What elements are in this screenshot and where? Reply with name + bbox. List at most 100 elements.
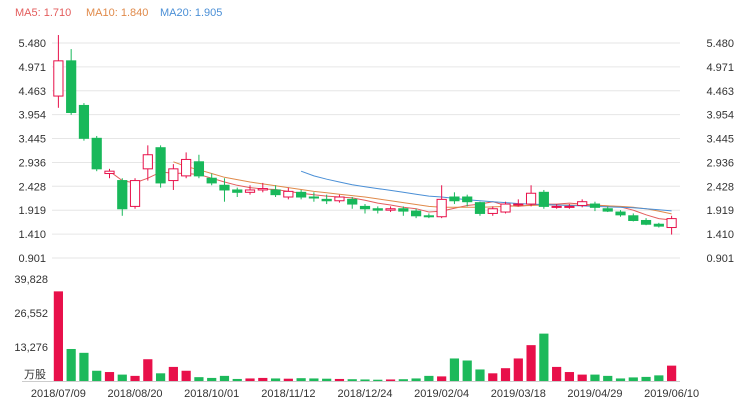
candle-body-up xyxy=(487,208,498,214)
price-tick-left: 2.428 xyxy=(18,181,46,193)
x-tick-label: 2018/08/20 xyxy=(108,388,163,400)
volume-bar xyxy=(219,375,230,381)
x-tick-label: 2018/07/09 xyxy=(31,388,86,400)
candle-body-down xyxy=(538,191,549,207)
volume-tick: 13,276 xyxy=(14,342,48,354)
volume-bar xyxy=(347,379,357,381)
volume-bar xyxy=(117,374,127,381)
ma20-line xyxy=(300,170,672,212)
volume-bar xyxy=(309,378,319,381)
candle xyxy=(423,213,434,219)
volume-bar xyxy=(590,374,600,381)
volume-bar xyxy=(79,352,89,381)
candle-body-down xyxy=(449,196,460,202)
volume-bar xyxy=(449,358,460,381)
candle-body-up xyxy=(525,192,537,205)
ma5-line xyxy=(109,170,672,221)
candle xyxy=(513,199,524,207)
candle-body-down xyxy=(602,208,613,212)
candle-body-down xyxy=(78,104,90,139)
volume-bar xyxy=(296,378,306,381)
candle-body-down xyxy=(321,198,332,202)
candle xyxy=(449,192,460,205)
candle-body-down xyxy=(462,196,473,203)
volume-bar xyxy=(564,372,575,381)
candle-body-up xyxy=(53,60,64,97)
volume-bar xyxy=(500,368,511,381)
candle xyxy=(398,206,409,216)
volume-bar xyxy=(526,345,536,381)
candle xyxy=(257,182,268,193)
legend-ma5: MA5: 1.710 xyxy=(15,7,71,19)
candle-body-up xyxy=(564,205,575,208)
candle xyxy=(462,194,473,207)
candle-body-up xyxy=(257,188,268,191)
volume-bar xyxy=(66,348,76,381)
candle xyxy=(640,218,652,226)
candle-body-down xyxy=(372,208,383,211)
volume-bar xyxy=(181,370,191,381)
candle xyxy=(589,201,601,212)
candle-body-down xyxy=(423,215,434,218)
volume-unit-label: 万股 xyxy=(24,368,46,381)
volume-bar xyxy=(360,379,370,381)
candle xyxy=(666,215,677,235)
x-tick-label: 2018/11/12 xyxy=(261,388,315,400)
candle xyxy=(206,173,217,186)
candle-body-down xyxy=(589,203,601,208)
volume-bar xyxy=(334,378,345,381)
candle xyxy=(359,204,371,214)
candle-body-up xyxy=(385,208,396,211)
volume-bar xyxy=(385,379,396,381)
candle-body-up xyxy=(104,170,115,175)
price-tick-right: 2.936 xyxy=(706,157,734,169)
candle xyxy=(615,210,626,217)
candle xyxy=(53,35,64,108)
volume-bars xyxy=(22,291,680,382)
volume-bar xyxy=(539,333,549,381)
candle xyxy=(487,206,498,216)
volume-bar xyxy=(437,376,447,381)
candle xyxy=(474,201,486,216)
price-grid xyxy=(52,42,680,259)
volume-tick: 39,828 xyxy=(14,274,48,286)
candle xyxy=(91,135,102,172)
volume-bar xyxy=(168,366,178,381)
candle xyxy=(577,199,588,208)
price-tick-left: 5.480 xyxy=(18,38,46,50)
volume-bar xyxy=(258,377,268,381)
candle xyxy=(411,208,422,219)
legend-ma10: MA10: 1.840 xyxy=(86,7,148,19)
x-axis-dates: 2018/07/09 2018/08/20 2018/10/01 2018/11/12… xyxy=(31,388,699,400)
candle xyxy=(436,185,447,219)
x-tick-label: 2019/04/29 xyxy=(567,388,622,400)
candle xyxy=(564,204,575,209)
candle-body-down xyxy=(155,147,166,184)
volume-bar xyxy=(475,369,485,381)
price-tick-right: 3.445 xyxy=(706,134,734,146)
candle xyxy=(385,206,396,213)
candle-body-up xyxy=(500,203,511,213)
volume-bar xyxy=(552,366,562,381)
candle xyxy=(104,168,115,179)
candle-body-down xyxy=(219,184,230,191)
candle-body-down xyxy=(296,191,307,198)
volume-bar xyxy=(424,375,434,381)
price-tick-right: 5.480 xyxy=(706,38,734,50)
volume-bar xyxy=(667,365,677,381)
price-tick-left: 1.919 xyxy=(18,205,46,217)
x-tick-label: 2019/03/18 xyxy=(491,388,546,400)
volume-bar xyxy=(245,378,255,381)
price-tick-left: 4.971 xyxy=(18,62,46,74)
price-tick-right: 0.901 xyxy=(706,253,734,265)
candle xyxy=(551,204,562,209)
candle-body-down xyxy=(91,137,102,170)
x-tick-label: 2018/10/01 xyxy=(184,388,239,400)
candle-body-down xyxy=(193,161,205,177)
price-tick-left: 2.936 xyxy=(18,157,46,169)
candle-body-up xyxy=(181,158,192,177)
candle xyxy=(66,49,77,115)
volume-bar xyxy=(615,378,626,381)
volume-bar xyxy=(398,379,408,381)
